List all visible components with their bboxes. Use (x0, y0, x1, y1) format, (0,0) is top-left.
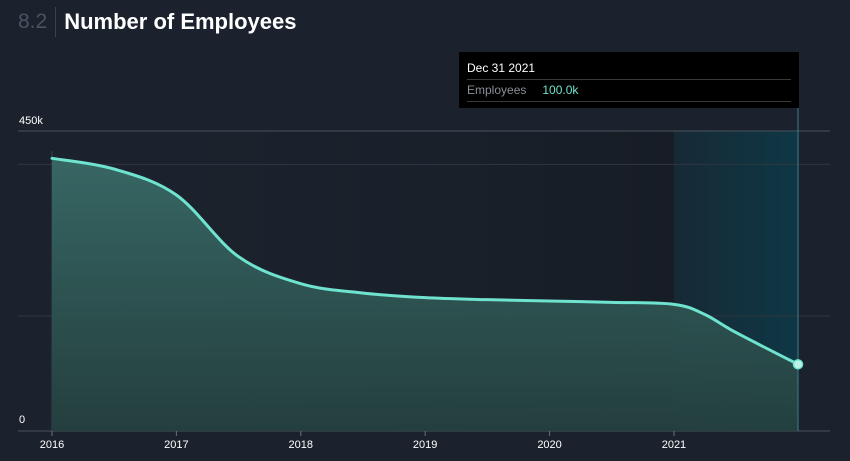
employees-line (50, 156, 800, 366)
employees-area (52, 158, 798, 432)
section-number: 8.2 (18, 7, 57, 37)
x-tick-label: 2016 (40, 439, 64, 451)
x-tick-label: 2020 (537, 439, 561, 451)
x-tick-label: 2021 (662, 439, 686, 451)
section-header: 8.2 Number of Employees (18, 6, 296, 38)
x-tick-label: 2018 (289, 439, 313, 451)
tooltip-label: Employees (467, 83, 527, 97)
tooltip: Dec 31 2021 Employees 100.0k (459, 52, 799, 108)
y-tick-label: 450k (19, 115, 43, 127)
chart-title: Number of Employees (64, 9, 297, 34)
y-tick-label: 0 (19, 414, 25, 426)
x-tick-label: 2019 (413, 439, 437, 451)
tooltip-row: Employees 100.0k (467, 80, 791, 102)
tooltip-date: Dec 31 2021 (467, 61, 791, 80)
tooltip-value: 100.0k (542, 83, 579, 97)
x-tick-label: 2017 (164, 439, 188, 451)
data-point-marker[interactable] (792, 359, 804, 370)
